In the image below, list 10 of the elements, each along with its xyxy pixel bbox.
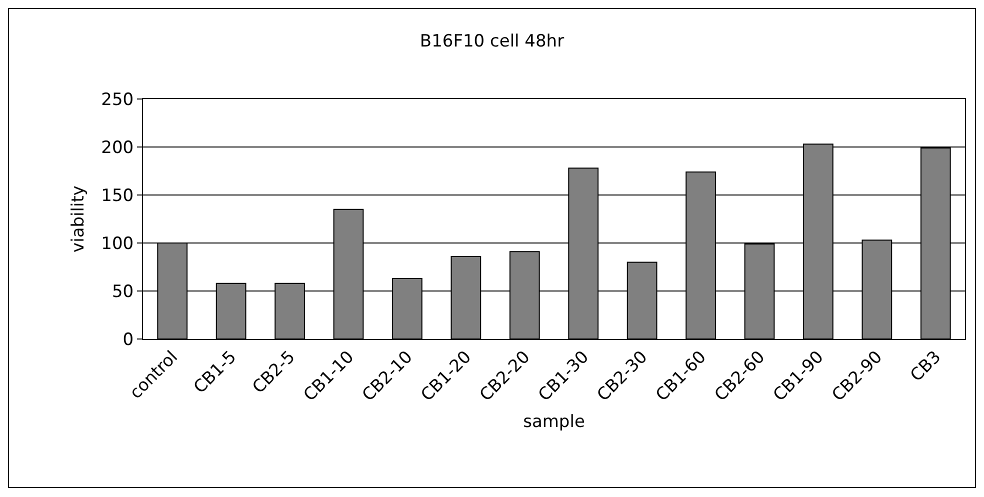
chart-title: B16F10 cell 48hr (420, 32, 564, 52)
y-tick-label: 150 (101, 186, 134, 206)
x-tick-label: CB3 (906, 347, 946, 386)
x-axis-title: sample (523, 412, 585, 432)
y-axis-title: viability (68, 186, 89, 252)
y-tick-label: 0 (122, 330, 134, 350)
y-tick-label: 200 (101, 138, 134, 158)
y-tick-label: 50 (112, 282, 134, 302)
y-tick-label: 100 (101, 234, 134, 254)
y-tick-label: 250 (101, 90, 134, 110)
